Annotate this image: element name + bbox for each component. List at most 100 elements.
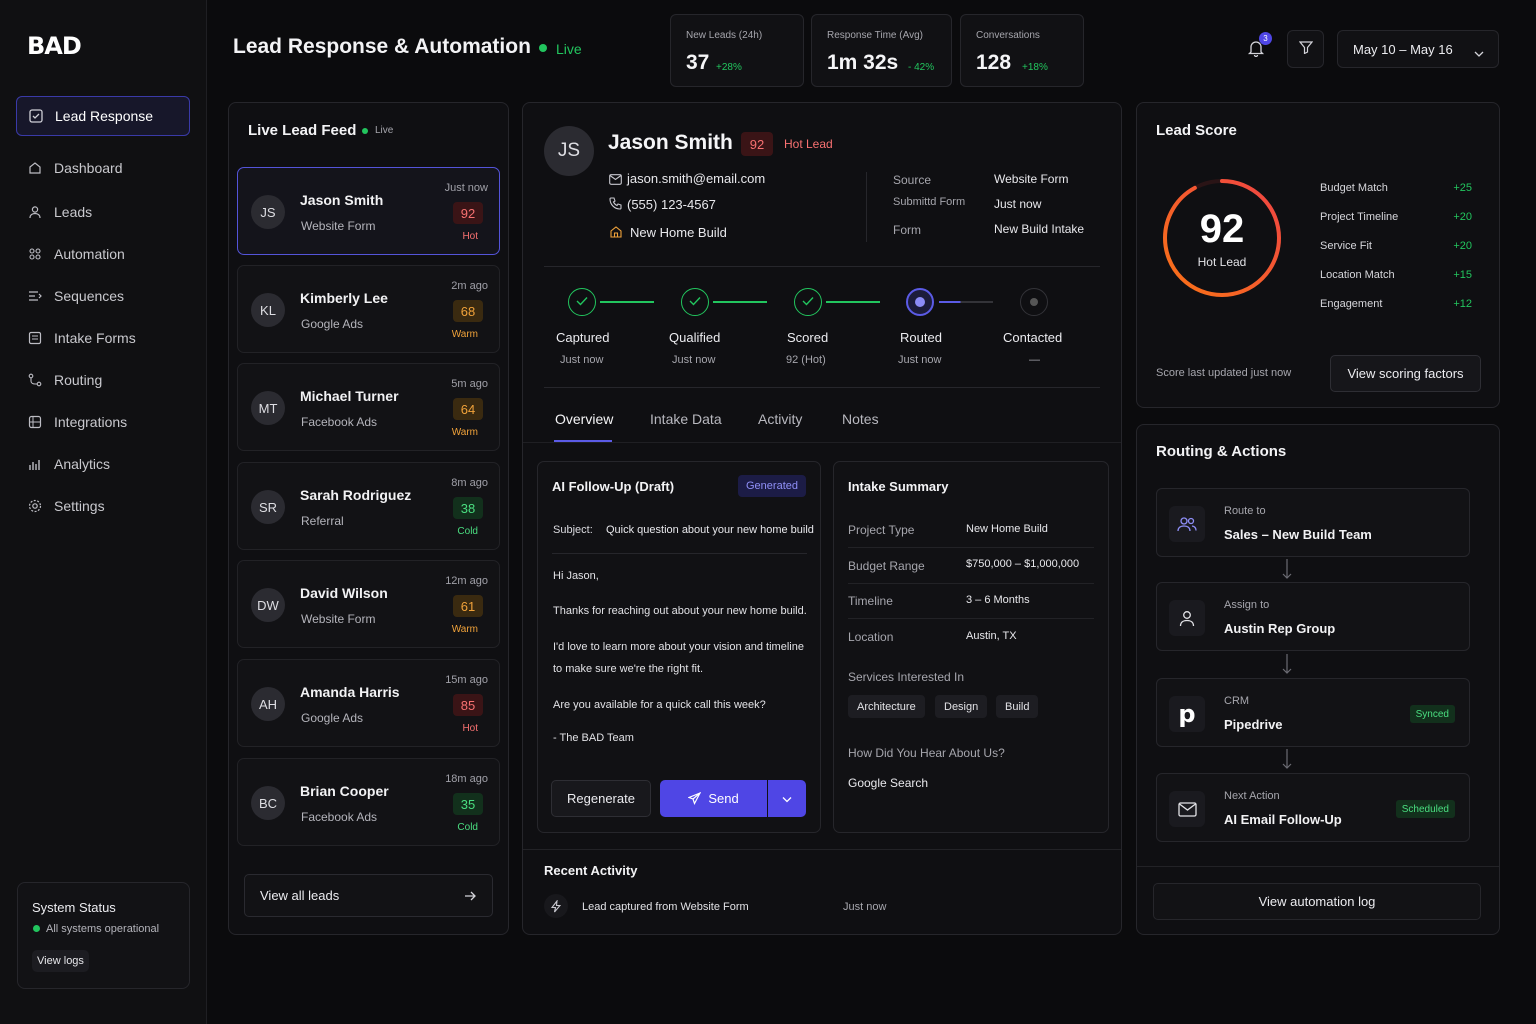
lead-time: 2m ago bbox=[451, 280, 488, 292]
stat-label: New Leads (24h) bbox=[686, 30, 763, 41]
sidebar-item-routing[interactable]: Routing bbox=[16, 360, 190, 400]
intake-summary-card bbox=[833, 461, 1109, 833]
detail-avatar: JS bbox=[544, 126, 594, 176]
filter-button[interactable] bbox=[1287, 30, 1324, 68]
lead-card[interactable]: MT Michael Turner Facebook Ads 5m ago 64… bbox=[237, 363, 500, 451]
sidebar-item-label: Leads bbox=[54, 204, 93, 220]
date-range-select[interactable]: May 10 – May 16 bbox=[1337, 30, 1499, 68]
view-all-leads-label: View all leads bbox=[260, 888, 340, 903]
detail-name: Jason Smith bbox=[608, 131, 733, 154]
route-to-card[interactable]: Route to Sales – New Build Team bbox=[1156, 488, 1470, 557]
tab-intake-data[interactable]: Intake Data bbox=[650, 411, 722, 427]
detail-phone[interactable]: (555) 123-4567 bbox=[627, 197, 716, 212]
sidebar-item-leads[interactable]: Leads bbox=[16, 192, 190, 232]
sidebar-item-lead-response[interactable]: Lead Response bbox=[16, 96, 190, 136]
sidebar-item-label: Automation bbox=[54, 246, 125, 262]
factor-label: Engagement bbox=[1320, 298, 1383, 310]
view-all-leads-button[interactable]: View all leads bbox=[244, 874, 493, 917]
intake-value: New Home Build bbox=[966, 523, 1048, 535]
lead-source: Google Ads bbox=[301, 317, 364, 331]
tab-activity[interactable]: Activity bbox=[758, 411, 803, 427]
home-icon bbox=[28, 161, 42, 175]
stat-change: - 42% bbox=[908, 62, 935, 73]
sidebar-item-label: Analytics bbox=[54, 456, 111, 472]
intake-value: 3 – 6 Months bbox=[966, 594, 1030, 606]
lead-score-badge: 64 bbox=[453, 398, 483, 420]
feed-live-label: Live bbox=[375, 125, 394, 136]
user-icon bbox=[28, 205, 42, 219]
arrow-down-icon bbox=[1282, 654, 1292, 674]
lead-source: Referral bbox=[301, 514, 344, 528]
regenerate-button[interactable]: Regenerate bbox=[551, 780, 651, 817]
arrow-right-icon bbox=[464, 890, 476, 905]
lead-source: Facebook Ads bbox=[301, 810, 378, 824]
lead-card[interactable]: KL Kimberly Lee Google Ads 2m ago 68 War… bbox=[237, 265, 500, 353]
step-label: Contacted bbox=[1003, 330, 1063, 345]
hear-label: How Did You Hear About Us? bbox=[848, 746, 1005, 760]
sidebar-item-integrations[interactable]: Integrations bbox=[16, 402, 190, 442]
tab-notes[interactable]: Notes bbox=[842, 411, 879, 427]
route-value: Pipedrive bbox=[1224, 717, 1283, 732]
lead-source: Google Ads bbox=[301, 711, 364, 725]
step-routed bbox=[906, 288, 934, 316]
ai-followup-card bbox=[537, 461, 821, 833]
lead-name: Kimberly Lee bbox=[300, 290, 388, 306]
lead-card[interactable]: JS Jason Smith Website Form Just now 92 … bbox=[237, 167, 500, 255]
avatar: AH bbox=[251, 687, 285, 721]
assign-to-card[interactable]: Assign to Austin Rep Group bbox=[1156, 582, 1470, 651]
notifications-button[interactable]: 3 bbox=[1240, 32, 1272, 66]
lead-temperature: Warm bbox=[451, 329, 478, 340]
lead-card[interactable]: SR Sarah Rodriguez Referral 8m ago 38 Co… bbox=[237, 462, 500, 550]
lead-score-title: Lead Score bbox=[1156, 122, 1237, 139]
avatar: MT bbox=[251, 391, 285, 425]
route-label: Next Action bbox=[1224, 790, 1280, 802]
lead-source: Website Form bbox=[301, 219, 376, 233]
stat-change: +18% bbox=[1022, 62, 1048, 73]
sidebar-item-label: Integrations bbox=[54, 414, 128, 430]
factor-points: +20 bbox=[1453, 240, 1472, 252]
view-automation-log-button[interactable]: View automation log bbox=[1153, 883, 1481, 920]
step-label: Scored bbox=[787, 330, 829, 345]
tab-overview[interactable]: Overview bbox=[555, 411, 614, 427]
divider bbox=[523, 442, 1121, 443]
view-scoring-factors-button[interactable]: View scoring factors bbox=[1330, 355, 1481, 392]
sidebar-item-label: Intake Forms bbox=[54, 330, 136, 346]
send-options-button[interactable] bbox=[768, 780, 806, 817]
sidebar-item-automation[interactable]: Automation bbox=[16, 234, 190, 274]
subject-value[interactable]: Quick question about your new home build bbox=[606, 524, 814, 536]
logo: BAD bbox=[27, 32, 82, 60]
filter-icon bbox=[1298, 40, 1313, 59]
factor-label: Project Timeline bbox=[1320, 211, 1399, 223]
meta-label: Form bbox=[893, 223, 921, 237]
automation-icon bbox=[28, 247, 42, 261]
next-action-card[interactable]: Next Action AI Email Follow-Up Scheduled bbox=[1156, 773, 1470, 842]
synced-badge: Synced bbox=[1409, 705, 1455, 723]
system-status-card: System Status All systems operational Vi… bbox=[17, 882, 190, 989]
user-icon bbox=[1169, 600, 1205, 636]
lead-card[interactable]: AH Amanda Harris Google Ads 15m ago 85 H… bbox=[237, 659, 500, 747]
step-sub: — bbox=[1029, 354, 1040, 366]
lead-card[interactable]: BC Brian Cooper Facebook Ads 18m ago 35 … bbox=[237, 758, 500, 846]
factor-label: Budget Match bbox=[1320, 182, 1388, 194]
avatar: KL bbox=[251, 293, 285, 327]
system-status-title: System Status bbox=[32, 900, 116, 915]
check-icon bbox=[576, 293, 588, 311]
score-ring bbox=[1163, 179, 1281, 297]
sidebar-item-analytics[interactable]: Analytics bbox=[16, 444, 190, 484]
lead-card[interactable]: DW David Wilson Website Form 12m ago 61 … bbox=[237, 560, 500, 648]
lead-name: Amanda Harris bbox=[300, 684, 400, 700]
step-scored bbox=[794, 288, 822, 316]
sidebar-item-dashboard[interactable]: Dashboard bbox=[16, 148, 190, 188]
sidebar-item-intake-forms[interactable]: Intake Forms bbox=[16, 318, 190, 358]
send-button[interactable]: Send bbox=[660, 780, 767, 817]
service-chip: Build bbox=[996, 695, 1039, 718]
notification-count-badge: 3 bbox=[1259, 32, 1272, 45]
crm-card[interactable]: p CRM Pipedrive Synced bbox=[1156, 678, 1470, 747]
sidebar-item-settings[interactable]: Settings bbox=[16, 486, 190, 526]
sidebar-item-sequences[interactable]: Sequences bbox=[16, 276, 190, 316]
view-logs-button[interactable]: View logs bbox=[32, 950, 89, 972]
detail-email[interactable]: jason.smith@email.com bbox=[627, 171, 766, 186]
step-contacted bbox=[1020, 288, 1048, 316]
lead-source: Facebook Ads bbox=[301, 415, 378, 429]
divider bbox=[552, 553, 807, 554]
